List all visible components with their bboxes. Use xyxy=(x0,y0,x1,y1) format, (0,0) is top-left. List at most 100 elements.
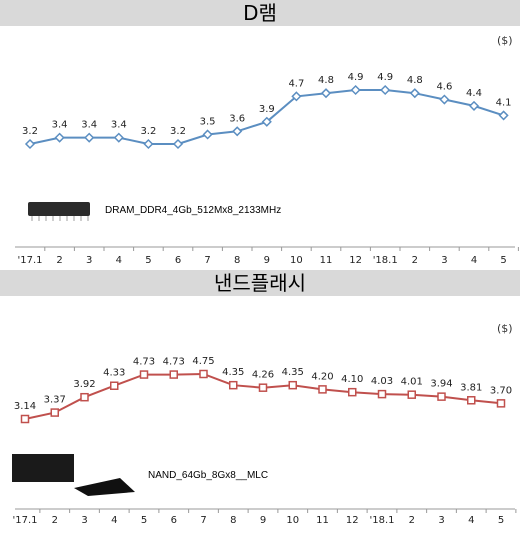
nand-data-point xyxy=(407,390,416,399)
dram-data-point xyxy=(291,91,302,102)
nand-value-label: 4.01 xyxy=(401,377,423,388)
nand-value-label: 3.94 xyxy=(430,379,452,390)
dram-chip-icon xyxy=(28,202,90,221)
nand-value-label: 4.03 xyxy=(371,376,393,387)
dram-chart-title: D램 xyxy=(0,0,520,26)
nand-data-point xyxy=(258,383,268,392)
dram-tick-label: 7 xyxy=(204,255,210,266)
nand-value-label: 3.70 xyxy=(490,385,512,396)
dram-value-label: 3.4 xyxy=(52,120,68,131)
dram-data-point xyxy=(409,88,420,99)
dram-data-point xyxy=(143,138,154,150)
nand-value-label: 4.20 xyxy=(311,371,333,382)
nand-unit-label: ($) xyxy=(497,322,513,335)
dram-data-point xyxy=(380,84,391,96)
dram-data-point xyxy=(261,116,272,127)
dram-value-label: 3.2 xyxy=(170,126,186,137)
nand-value-label: 3.37 xyxy=(44,395,66,406)
dram-data-point xyxy=(54,132,65,143)
nand-tick-label: '18.1 xyxy=(369,515,394,526)
nand-value-label: 3.92 xyxy=(73,379,95,390)
nand-price-chart: '17.1 2 3 4 5 6 7 8 9 10 11 12 '18.1 2 3 4 5 3.14 3.37 3.92… xyxy=(12,356,517,526)
nand-tick-label: 12 xyxy=(346,515,359,526)
nand-tick-label: 7 xyxy=(200,515,206,526)
dram-value-label: 4.8 xyxy=(318,75,334,86)
dram-value-label: 4.7 xyxy=(288,78,304,89)
nand-tick-label: 3 xyxy=(438,515,444,526)
nand-product-label: NAND_64Gb_8Gx8__MLC xyxy=(148,470,269,481)
nand-tick-label: 10 xyxy=(286,515,299,526)
nand-tick-label: '17.1 xyxy=(12,515,37,526)
nand-data-point xyxy=(80,392,89,402)
nand-data-point xyxy=(348,387,357,397)
dram-value-label: 3.6 xyxy=(229,113,245,124)
nand-tick-label: 11 xyxy=(316,515,329,526)
dram-tick-label: 11 xyxy=(320,255,333,266)
nand-data-point xyxy=(199,369,208,379)
nand-tick-label: 5 xyxy=(498,515,504,526)
dram-value-label: 3.2 xyxy=(140,126,156,137)
nand-data-point xyxy=(437,392,446,401)
dram-data-point xyxy=(498,110,509,121)
nand-data-point xyxy=(467,396,476,405)
dram-value-label: 3.4 xyxy=(81,120,97,131)
dram-tick-label: '18.1 xyxy=(373,255,398,266)
dram-data-point xyxy=(350,84,361,96)
nand-tick-label: 6 xyxy=(171,515,177,526)
nand-tick-label: 9 xyxy=(260,515,266,526)
dram-tick-label: 5 xyxy=(500,255,506,266)
dram-tick-label: 12 xyxy=(349,255,362,266)
nand-value-label: 4.10 xyxy=(341,374,363,385)
nand-value-label: 3.14 xyxy=(14,401,36,412)
dram-data-point xyxy=(320,88,332,99)
nand-tick-label: 8 xyxy=(230,515,236,526)
dram-tick-label: 2 xyxy=(412,255,418,266)
nand-value-label: 4.35 xyxy=(222,367,244,378)
dram-data-point xyxy=(84,132,95,143)
dram-value-label: 3.2 xyxy=(22,126,38,137)
nand-data-point xyxy=(20,414,30,424)
dram-value-label: 4.9 xyxy=(348,72,364,83)
dram-data-point xyxy=(113,132,124,143)
nand-value-label: 4.35 xyxy=(282,367,304,378)
nand-tick-label: 2 xyxy=(409,515,415,526)
nand-data-point xyxy=(110,381,119,390)
dram-tick-label: 2 xyxy=(56,255,62,266)
dram-data-point xyxy=(232,126,243,137)
dram-tick-label: 4 xyxy=(116,255,122,266)
dram-tick-label: '17.1 xyxy=(17,255,42,266)
dram-value-label: 4.9 xyxy=(377,72,393,83)
nand-data-point xyxy=(288,380,297,390)
dram-tick-label: 3 xyxy=(86,255,92,266)
dram-data-point xyxy=(24,138,36,150)
dram-data-point xyxy=(468,100,480,111)
nand-data-point xyxy=(50,408,59,417)
dram-value-label: 4.4 xyxy=(466,88,482,99)
dram-value-label: 4.8 xyxy=(407,75,423,86)
dram-value-label: 3.5 xyxy=(200,116,216,127)
nand-data-point xyxy=(229,380,238,390)
nand-value-label: 4.75 xyxy=(192,356,214,367)
nand-tick-label: 2 xyxy=(52,515,58,526)
nand-chart-title: 낸드플래시 xyxy=(0,270,520,296)
dram-tick-label: 8 xyxy=(234,255,240,266)
dram-data-point xyxy=(202,129,213,140)
dram-data-point xyxy=(172,138,184,150)
nand-value-label: 3.81 xyxy=(460,382,482,393)
dram-tick-label: 9 xyxy=(264,255,270,266)
nand-data-point xyxy=(377,389,387,399)
nand-data-point xyxy=(169,370,178,379)
nand-data-point xyxy=(318,385,327,394)
nand-value-label: 4.26 xyxy=(252,370,274,381)
dram-tick-label: 10 xyxy=(290,255,303,266)
dram-product-label: DRAM_DDR4_4Gb_512Mx8_2133MHz xyxy=(105,205,282,216)
nand-value-label: 4.73 xyxy=(163,357,185,368)
nand-tick-label: 4 xyxy=(468,515,474,526)
dram-tick-label: 5 xyxy=(145,255,151,266)
dram-value-label: 4.6 xyxy=(436,82,452,93)
nand-tick-label: 5 xyxy=(141,515,147,526)
dram-price-chart: '17.1 2 3 4 5 6 7 8 9 10 11 12 '18.1 2 3 4 5 3.2 3.4 3.4 3.4… xyxy=(15,72,519,266)
dram-tick-label: 3 xyxy=(441,255,447,266)
nand-data-point xyxy=(496,399,506,408)
nand-chip-icon xyxy=(12,454,135,496)
